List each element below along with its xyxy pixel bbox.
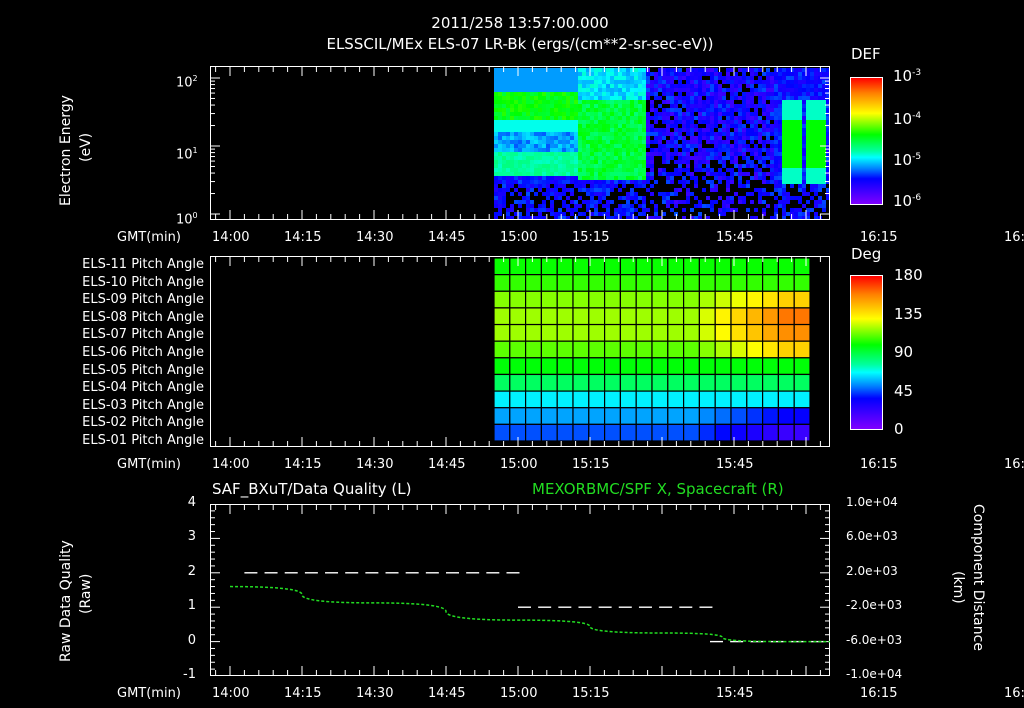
pitch-angle-row-label: ELS-11 Pitch Angle (82, 257, 204, 272)
time-tick-label: 15:45 (716, 686, 754, 701)
time-tick-label: 14:45 (428, 230, 466, 245)
cb-def-tick: 10-3 (893, 67, 922, 85)
ytick-left: 2 (187, 563, 196, 579)
panel3-left-title: SAF_BXuT/Data Quality (L) (212, 480, 412, 498)
time-tick-label: 14:30 (356, 686, 394, 701)
time-tick-label: 14:15 (284, 230, 322, 245)
cb-deg-tick: 135 (894, 304, 923, 323)
energy-spectrogram-panel (210, 66, 830, 220)
panel1-time-label: GMT(min) (117, 230, 181, 245)
pitch-angle-row-label: ELS-04 Pitch Angle (82, 380, 204, 396)
panel3-ylabel-right: Component Distance (970, 504, 986, 651)
time-tick-label: 16:45 (1004, 686, 1024, 701)
pitch-angle-row-label: ELS-10 Pitch Angle (82, 274, 204, 290)
cb-def-tick: 10-4 (893, 110, 922, 128)
panel3-right-title: MEXORBMC/SPF X, Spacecraft (R) (532, 480, 784, 498)
time-tick-label: 14:30 (356, 457, 394, 472)
time-tick-label: 14:00 (212, 457, 250, 472)
ytick-left: -1 (183, 667, 196, 682)
time-tick-label: 15:45 (716, 457, 754, 472)
time-tick-label: 16:45 (1004, 457, 1024, 472)
panel3-ylabel: Raw Data Quality (58, 540, 74, 662)
ytick-right: -2.0e+03 (846, 598, 903, 613)
panel1-yunit: (eV) (78, 132, 94, 162)
time-tick-label: 16:15 (860, 457, 898, 472)
pitch-angle-row-label: ELS-03 Pitch Angle (82, 397, 204, 413)
energy-spectrogram (210, 66, 830, 220)
time-tick-label: 14:15 (284, 457, 322, 472)
time-tick-label: 14:15 (284, 686, 322, 701)
ytick-10: 101 (176, 146, 198, 163)
ytick-1: 100 (176, 211, 198, 228)
time-tick-label: 14:45 (428, 686, 466, 701)
time-tick-label: 15:15 (572, 686, 610, 701)
time-tick-label: 15:00 (500, 457, 538, 472)
cb-deg-tick: 180 (894, 266, 923, 284)
colorbar-deg (850, 275, 883, 430)
panel3-yunit-right: (km) (950, 571, 966, 604)
time-tick-label: 16:15 (860, 230, 898, 245)
ytick-left: 4 (187, 495, 196, 510)
time-tick-label: 15:00 (500, 230, 538, 245)
ytick-right: 2.0e+03 (846, 563, 898, 578)
time-tick-label: 14:30 (356, 230, 394, 245)
quality-distance-plot (210, 504, 830, 676)
panel1-ylabel: Electron Energy (58, 95, 74, 206)
ytick-right: -6.0e+03 (846, 632, 903, 647)
time-tick-label: 15:15 (572, 457, 610, 472)
pitch-angle-row-label: ELS-08 Pitch Angle (82, 309, 204, 325)
pitch-angle-row-label: ELS-02 Pitch Angle (82, 415, 204, 431)
colorbar-def (850, 77, 883, 205)
pitch-angle-row-label: ELS-06 Pitch Angle (82, 345, 204, 360)
ytick-right: -1.0e+04 (846, 667, 903, 681)
pitch-angle-row-label: ELS-07 Pitch Angle (82, 327, 204, 343)
time-tick-label: 15:15 (572, 230, 610, 245)
ytick-right: 1.0e+04 (846, 495, 898, 509)
cb-deg-tick: 45 (894, 381, 914, 400)
panel3-time-label: GMT(min) (117, 686, 181, 701)
time-tick-label: 15:45 (716, 230, 754, 245)
time-tick-label: 14:00 (212, 230, 250, 245)
cb-deg-tick: 0 (894, 420, 904, 438)
panel2-time-label: GMT(min) (117, 457, 181, 472)
time-tick-label: 16:15 (860, 686, 898, 701)
colorbar-def-title: DEF (851, 45, 881, 63)
panel3-yunit: (Raw) (78, 573, 94, 614)
pitch-angle-row-label: ELS-01 Pitch Angle (82, 433, 204, 448)
quality-distance-panel (210, 504, 830, 676)
ytick-100: 102 (176, 74, 198, 91)
cb-def-tick: 10-5 (893, 151, 922, 169)
cb-deg-tick: 90 (894, 343, 914, 361)
time-tick-label: 14:45 (428, 457, 466, 472)
time-tick-label: 14:00 (212, 686, 250, 701)
product-title: ELSSCIL/MEx ELS-07 LR-Bk (ergs/(cm**2-sr… (326, 35, 714, 53)
ytick-left: 0 (187, 632, 196, 648)
timestamp-title: 2011/258 13:57:00.000 (431, 14, 609, 32)
ytick-right: 6.0e+03 (846, 529, 898, 544)
pitch-angle-row-label: ELS-05 Pitch Angle (82, 362, 204, 378)
pitch-angle-row-label: ELS-09 Pitch Angle (82, 292, 204, 308)
ytick-left: 3 (187, 529, 196, 545)
colorbar-deg-title: Deg (851, 245, 882, 263)
time-tick-label: 16:45 (1004, 230, 1024, 245)
pitch-angle-grid (210, 256, 830, 447)
cb-def-tick: 10-6 (893, 192, 922, 210)
ytick-left: 1 (187, 598, 196, 614)
pitch-angle-panel (210, 256, 830, 447)
time-tick-label: 15:00 (500, 686, 538, 701)
